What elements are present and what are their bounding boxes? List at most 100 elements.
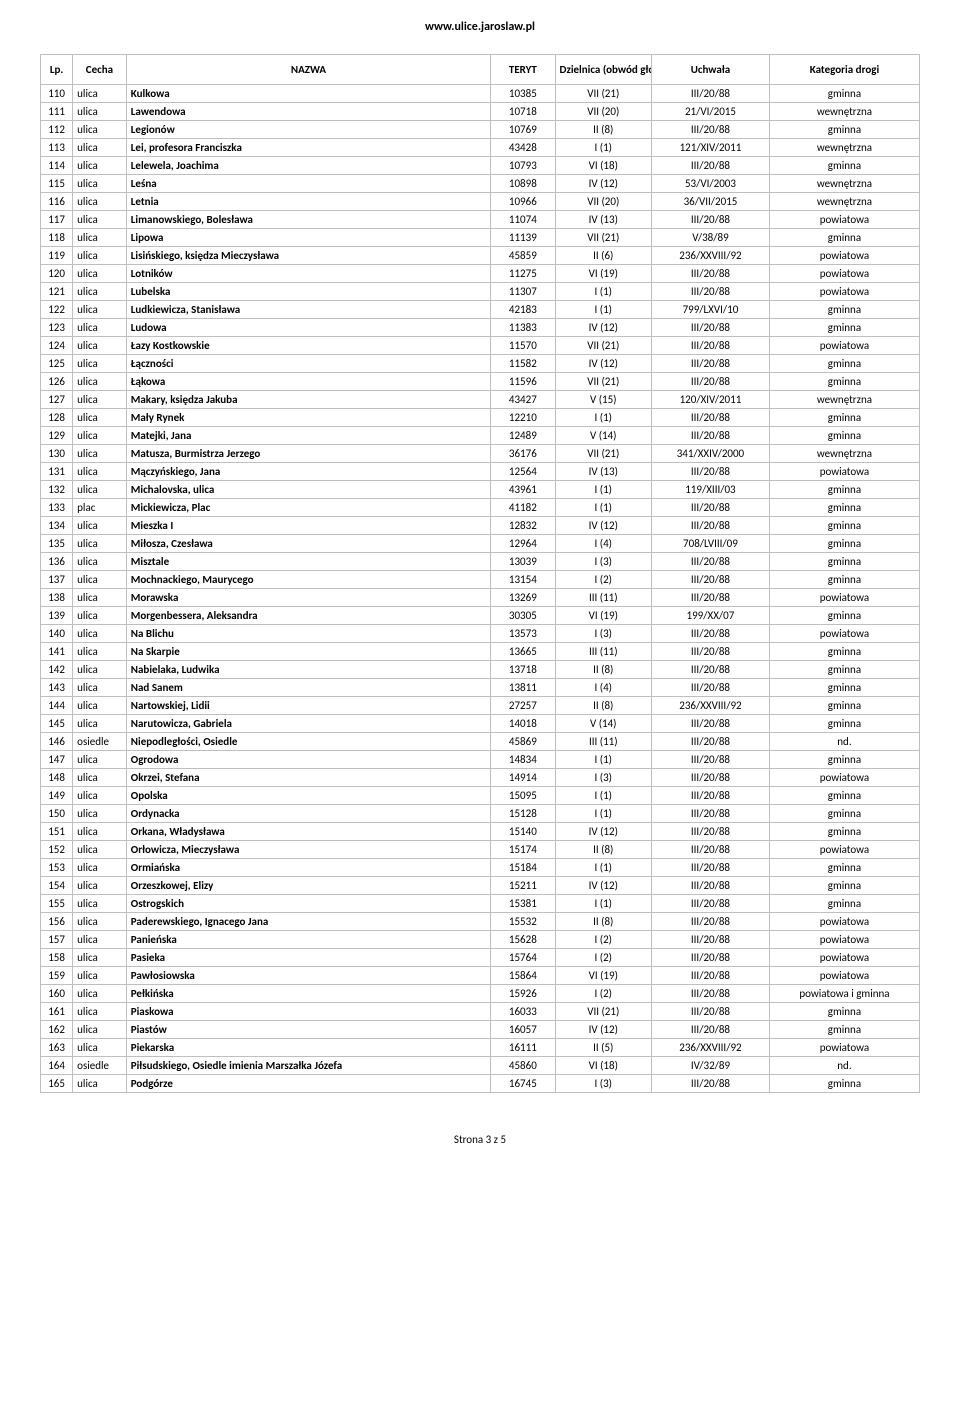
- cell-kategoria: gminna: [769, 553, 919, 571]
- cell-uchwala: III/20/88: [651, 1021, 769, 1039]
- table-row: 156ulicaPaderewskiego, Ignacego Jana1553…: [41, 913, 920, 931]
- cell-dzielnica: V (14): [555, 715, 651, 733]
- cell-kategoria: gminna: [769, 679, 919, 697]
- cell-kategoria: gminna: [769, 607, 919, 625]
- cell-dzielnica: I (1): [555, 139, 651, 157]
- cell-teryt: 16057: [491, 1021, 555, 1039]
- table-row: 143ulicaNad Sanem13811I (4)III/20/88gmin…: [41, 679, 920, 697]
- cell-nazwa: Lipowa: [126, 229, 490, 247]
- cell-teryt: 45869: [491, 733, 555, 751]
- cell-cecha: ulica: [73, 841, 127, 859]
- cell-nazwa: Niepodległości, Osiedle: [126, 733, 490, 751]
- cell-lp: 142: [41, 661, 73, 679]
- cell-kategoria: powiatowa: [769, 337, 919, 355]
- cell-uchwala: 119/XIII/03: [651, 481, 769, 499]
- cell-nazwa: Ostrogskich: [126, 895, 490, 913]
- table-row: 155ulicaOstrogskich15381I (1)III/20/88gm…: [41, 895, 920, 913]
- cell-uchwala: III/20/88: [651, 463, 769, 481]
- cell-uchwala: III/20/88: [651, 337, 769, 355]
- table-row: 116ulicaLetnia10966VII (20)36/VII/2015we…: [41, 193, 920, 211]
- cell-dzielnica: II (8): [555, 121, 651, 139]
- table-row: 134ulicaMieszka I12832IV (12)III/20/88gm…: [41, 517, 920, 535]
- cell-nazwa: Lisińskiego, księdza Mieczysława: [126, 247, 490, 265]
- cell-cecha: ulica: [73, 895, 127, 913]
- cell-kategoria: powiatowa: [769, 769, 919, 787]
- cell-cecha: ulica: [73, 625, 127, 643]
- cell-lp: 111: [41, 103, 73, 121]
- cell-teryt: 11596: [491, 373, 555, 391]
- table-row: 157ulicaPanieńska15628I (2)III/20/88powi…: [41, 931, 920, 949]
- cell-dzielnica: II (8): [555, 661, 651, 679]
- cell-cecha: ulica: [73, 1039, 127, 1057]
- table-row: 122ulicaLudkiewicza, Stanisława42183I (1…: [41, 301, 920, 319]
- cell-lp: 112: [41, 121, 73, 139]
- cell-lp: 117: [41, 211, 73, 229]
- cell-kategoria: gminna: [769, 895, 919, 913]
- cell-dzielnica: IV (12): [555, 877, 651, 895]
- cell-nazwa: Piłsudskiego, Osiedle imienia Marszałka …: [126, 1057, 490, 1075]
- cell-dzielnica: I (2): [555, 985, 651, 1003]
- cell-dzielnica: I (2): [555, 931, 651, 949]
- cell-dzielnica: I (1): [555, 283, 651, 301]
- cell-lp: 143: [41, 679, 73, 697]
- table-row: 138ulicaMorawska13269III (11)III/20/88po…: [41, 589, 920, 607]
- cell-dzielnica: III (11): [555, 733, 651, 751]
- cell-dzielnica: I (4): [555, 535, 651, 553]
- cell-uchwala: 708/LVIII/09: [651, 535, 769, 553]
- cell-uchwala: IV/32/89: [651, 1057, 769, 1075]
- table-row: 150ulicaOrdynacka15128I (1)III/20/88gmin…: [41, 805, 920, 823]
- cell-cecha: ulica: [73, 103, 127, 121]
- cell-cecha: ulica: [73, 1003, 127, 1021]
- table-row: 141ulicaNa Skarpie13665III (11)III/20/88…: [41, 643, 920, 661]
- cell-dzielnica: III (11): [555, 643, 651, 661]
- cell-lp: 149: [41, 787, 73, 805]
- cell-nazwa: Orłowicza, Mieczysława: [126, 841, 490, 859]
- cell-nazwa: Mickiewicza, Plac: [126, 499, 490, 517]
- cell-kategoria: wewnętrzna: [769, 445, 919, 463]
- cell-uchwala: III/20/88: [651, 499, 769, 517]
- cell-nazwa: Panieńska: [126, 931, 490, 949]
- cell-teryt: 13665: [491, 643, 555, 661]
- cell-kategoria: powiatowa i gminna: [769, 985, 919, 1003]
- cell-nazwa: Lelewela, Joachima: [126, 157, 490, 175]
- cell-kategoria: powiatowa: [769, 913, 919, 931]
- cell-kategoria: gminna: [769, 409, 919, 427]
- cell-cecha: ulica: [73, 967, 127, 985]
- table-row: 128ulicaMały Rynek12210I (1)III/20/88gmi…: [41, 409, 920, 427]
- table-row: 152ulicaOrłowicza, Mieczysława15174II (8…: [41, 841, 920, 859]
- table-row: 121ulicaLubelska11307I (1)III/20/88powia…: [41, 283, 920, 301]
- cell-uchwala: III/20/88: [651, 931, 769, 949]
- cell-kategoria: gminna: [769, 571, 919, 589]
- table-body: 110ulicaKulkowa10385VII (21)III/20/88gmi…: [41, 85, 920, 1093]
- cell-uchwala: III/20/88: [651, 715, 769, 733]
- cell-dzielnica: VI (18): [555, 1057, 651, 1075]
- table-row: 148ulicaOkrzei, Stefana14914I (3)III/20/…: [41, 769, 920, 787]
- cell-lp: 123: [41, 319, 73, 337]
- cell-teryt: 10898: [491, 175, 555, 193]
- cell-nazwa: Okrzei, Stefana: [126, 769, 490, 787]
- table-row: 163ulicaPiekarska16111II (5)236/XXVIII/9…: [41, 1039, 920, 1057]
- cell-dzielnica: IV (12): [555, 319, 651, 337]
- cell-nazwa: Letnia: [126, 193, 490, 211]
- cell-kategoria: gminna: [769, 661, 919, 679]
- cell-teryt: 15140: [491, 823, 555, 841]
- cell-lp: 145: [41, 715, 73, 733]
- cell-teryt: 13811: [491, 679, 555, 697]
- cell-dzielnica: VII (21): [555, 229, 651, 247]
- cell-uchwala: III/20/88: [651, 751, 769, 769]
- cell-cecha: ulica: [73, 373, 127, 391]
- cell-kategoria: gminna: [769, 535, 919, 553]
- cell-cecha: ulica: [73, 337, 127, 355]
- cell-kategoria: gminna: [769, 643, 919, 661]
- cell-cecha: ulica: [73, 301, 127, 319]
- cell-teryt: 15764: [491, 949, 555, 967]
- cell-dzielnica: V (14): [555, 427, 651, 445]
- cell-dzielnica: I (1): [555, 481, 651, 499]
- cell-kategoria: gminna: [769, 697, 919, 715]
- cell-lp: 163: [41, 1039, 73, 1057]
- cell-dzielnica: IV (12): [555, 1021, 651, 1039]
- cell-dzielnica: I (1): [555, 787, 651, 805]
- cell-lp: 161: [41, 1003, 73, 1021]
- cell-kategoria: powiatowa: [769, 1039, 919, 1057]
- cell-kategoria: nd.: [769, 733, 919, 751]
